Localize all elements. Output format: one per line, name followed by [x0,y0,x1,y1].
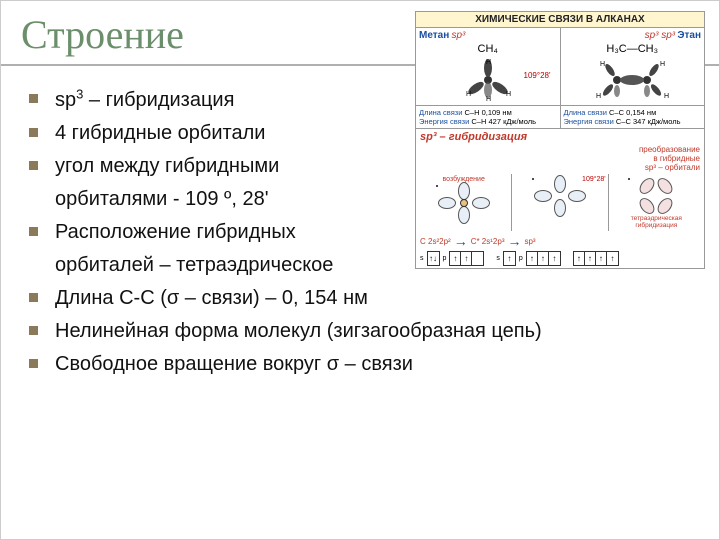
orbital-ground: возбуждение [416,174,512,231]
bullet-text: угол между гибридными [55,155,279,177]
svg-text:H: H [596,93,601,100]
ethane-formula: H₃C—CH₃ [564,43,702,55]
bullet-icon [29,94,38,103]
svg-text:H: H [486,59,491,66]
c-excited-config: C* 2s¹2p³ [471,237,505,246]
arrow-icon: → [454,233,468,249]
bullet-icon [29,326,38,335]
methane-formula: CH₄ [419,43,557,55]
svg-text:H: H [660,61,665,68]
bullet-text: орбиталями - 109 º, 28' [55,188,269,210]
c-ground-config: C 2s²2p² [420,237,451,246]
svg-text:H: H [600,61,605,68]
svg-text:H: H [506,91,511,98]
bullet-text: sp3 – гибридизация [55,89,234,111]
bullet-icon [29,161,38,170]
list-item: Нелинейная форма молекул (зигзагообразна… [29,316,691,347]
methane-sp: sp³ [452,30,466,41]
svg-text:H: H [664,93,669,100]
methane-cell: Метан sp³ CH₄ H H H H 109°28' [416,28,561,105]
bullet-icon [29,128,38,137]
bullet-icon [29,359,38,368]
electron-box: ↑↑↑ [526,251,561,266]
svg-text:H: H [486,96,491,102]
ethane-sp: sp³ sp³ [645,30,676,41]
bullet-text: Расположение гибридных [55,221,296,243]
electron-box: ↑↓ [427,251,440,266]
methane-info: Длина связи С–Н 0,109 нм Энергия связи С… [416,106,561,128]
orbital-excited: 109°28' [512,174,608,231]
orbital-hybrid: тетраэдрическая гибридизация [609,174,704,231]
bullet-text: Свободное вращение вокруг σ – связи [55,353,413,375]
bullet-text: Длина С-С (σ – связи) – 0, 154 нм [55,287,368,309]
bullet-icon [29,227,38,236]
methane-structure: H H H H 109°28' [419,57,557,103]
ethane-cell: sp³ sp³ Этан H₃C—CH₃ H H H H [561,28,705,105]
electron-box-row: s ↑↓ p ↑↑ s ↑ p ↑↑↑ ↑↑↑↑ [416,251,704,268]
list-item: Длина С-С (σ – связи) – 0, 154 нм [29,283,691,314]
electron-box: ↑↑↑↑ [573,251,619,266]
diagram-header: ХИМИЧЕСКИЕ СВЯЗИ В АЛКАНАХ [416,12,704,28]
methane-angle: 109°28' [524,71,551,80]
chemistry-diagram: ХИМИЧЕСКИЕ СВЯЗИ В АЛКАНАХ Метан sp³ CH₄… [415,11,705,269]
bullet-text: 4 гибридные орбитали [55,122,265,144]
svg-text:H: H [466,91,471,98]
bullet-icon [29,293,38,302]
arrow-icon: → [507,233,521,249]
sp3-label: sp³ [524,237,535,246]
ethane-name: Этан [677,30,701,41]
ethane-info: Длина связи С–С 0,154 нм Энергия связи С… [561,106,705,128]
hybridization-title: sp³ – гибридизация [416,129,704,145]
ethane-structure: H H H H [564,57,702,103]
electron-config-row: C 2s²2p² → C* 2s¹2p³ → sp³ [416,231,704,251]
methane-name: Метан [419,30,449,41]
bullet-text: орбиталей – тетраэдрическое [55,254,333,276]
bullet-text: Нелинейная форма молекул (зигзагообразна… [55,320,542,342]
hybridization-sub: преобразование в гибридные sp³ – орбитал… [416,145,704,174]
electron-box: ↑ [503,251,516,266]
list-item: Свободное вращение вокруг σ – связи [29,349,691,380]
electron-box: ↑↑ [449,251,484,266]
